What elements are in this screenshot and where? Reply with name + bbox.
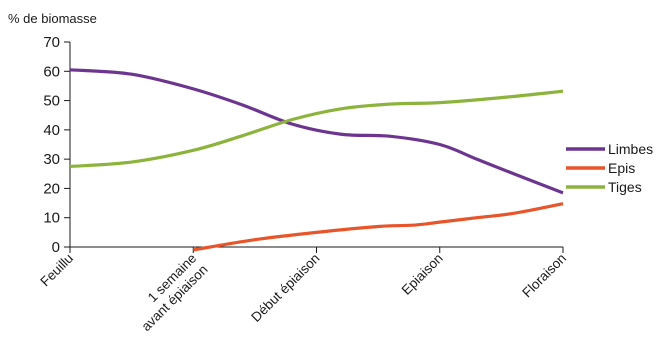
series-line-tiges — [69, 89, 564, 169]
legend-label-tiges: Tiges — [608, 179, 642, 195]
x-tick-label-debut-epiaison: Début épiaison — [248, 251, 322, 325]
x-tick-label-1-semaine: 1 semaineavant épiaison — [127, 251, 210, 334]
y-tick-label: 70 — [43, 34, 60, 51]
x-tick-label-floraison: Floraison — [519, 251, 569, 301]
series-line-epis — [192, 202, 564, 252]
series-lines — [69, 68, 564, 252]
y-tick-label: 60 — [43, 63, 60, 80]
y-tick-label: 40 — [43, 122, 60, 139]
y-axis-label: % de biomasse — [8, 11, 97, 26]
series-line-limbes — [69, 68, 564, 195]
y-axis-ticks: 0 10 20 30 40 50 60 70 — [43, 34, 70, 256]
y-tick-label: 30 — [43, 151, 60, 168]
legend-label-epis: Epis — [608, 160, 635, 176]
y-tick-label: 0 — [52, 239, 60, 256]
y-tick-label: 10 — [43, 210, 60, 227]
x-axis-ticks: Feuillu 1 semaineavant épiaison Début épia… — [37, 247, 569, 334]
legend: Limbes Epis Tiges — [566, 141, 653, 195]
y-tick-label: 50 — [43, 93, 60, 110]
legend-label-limbes: Limbes — [608, 141, 653, 157]
x-tick-label-epiaison: Epiaison — [399, 251, 446, 298]
y-tick-label: 20 — [43, 180, 60, 197]
x-tick-label-feuillu: Feuillu — [37, 251, 76, 290]
